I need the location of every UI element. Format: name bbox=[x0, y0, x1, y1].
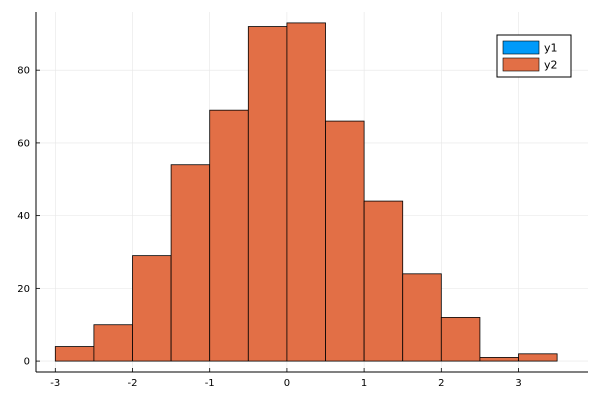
y-tick-label: 40 bbox=[17, 211, 30, 222]
y-axis-ticks: 0 20 40 60 80 bbox=[17, 66, 40, 368]
histogram-bar bbox=[363, 200, 404, 362]
bar-series-y2 bbox=[54, 22, 558, 362]
x-axis-ticks: -3 -2 -1 0 1 2 3 bbox=[50, 368, 522, 389]
legend-label-y2: y2 bbox=[544, 59, 558, 72]
histogram-bar bbox=[479, 357, 519, 362]
x-tick-label: 1 bbox=[361, 378, 367, 389]
axes bbox=[35, 12, 588, 373]
x-tick-label: 0 bbox=[284, 378, 290, 389]
x-tick-label: 3 bbox=[515, 378, 521, 389]
legend-label-y1: y1 bbox=[544, 42, 558, 55]
x-tick-label: -1 bbox=[205, 378, 215, 389]
histogram-bar bbox=[402, 273, 442, 362]
legend-swatch-y2 bbox=[502, 57, 540, 72]
histogram-bar bbox=[54, 346, 95, 362]
histogram-bar bbox=[440, 317, 481, 362]
x-tick-label: 2 bbox=[438, 378, 444, 389]
histogram-bar bbox=[209, 109, 249, 362]
histogram-bar bbox=[170, 164, 211, 362]
y-tick-label: 80 bbox=[17, 66, 30, 77]
histogram-bar bbox=[518, 353, 558, 362]
legend: y1 y2 bbox=[496, 34, 572, 78]
histogram-bar bbox=[93, 324, 133, 362]
y-tick-label: 0 bbox=[24, 357, 30, 368]
x-tick-label: -3 bbox=[50, 378, 60, 389]
histogram-bar bbox=[247, 26, 288, 362]
histogram-bar bbox=[286, 22, 326, 362]
y-tick-label: 60 bbox=[17, 138, 30, 149]
legend-swatch-y1 bbox=[502, 40, 540, 55]
histogram-bar bbox=[325, 120, 365, 362]
x-tick-label: -2 bbox=[128, 378, 138, 389]
histogram-bar bbox=[132, 255, 172, 362]
y-tick-label: 20 bbox=[17, 284, 30, 295]
